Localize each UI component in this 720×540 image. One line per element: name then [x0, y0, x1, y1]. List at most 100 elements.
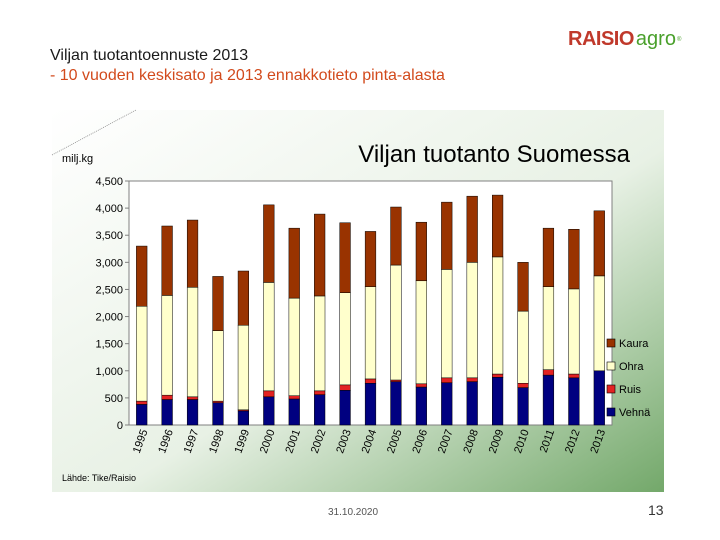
bar-segment: [517, 310, 529, 384]
bar-segment: [517, 387, 529, 426]
bar-segment: [492, 377, 504, 426]
y-tick-label: 2,500: [95, 284, 123, 296]
slide-title-block: Viljan tuotantoennuste 2013 - 10 vuoden …: [50, 46, 445, 86]
bar-segment: [492, 373, 504, 378]
bar-segment: [517, 262, 529, 312]
bar-segment: [314, 394, 326, 426]
bar-segment: [568, 229, 580, 290]
bar-segment: [288, 297, 300, 396]
bar-segment: [466, 381, 478, 426]
legend-label: Vehnä: [619, 407, 651, 419]
y-tick-label: 3,000: [95, 257, 123, 269]
y-axis: 0 500 1,000 1,500 2,000 2,500 3,000 3,500 4,000 4…: [95, 176, 129, 432]
bar-segment: [186, 399, 199, 426]
bar-segment: [415, 221, 427, 282]
bar-segment: [136, 245, 148, 307]
bar-segment: [542, 286, 555, 370]
bar-segment: [593, 370, 605, 426]
bar-segment: [237, 410, 249, 426]
bar-segment: [339, 292, 351, 386]
y-tick-label: 4,500: [95, 176, 123, 188]
bar-segment: [441, 382, 453, 426]
bar-segment: [593, 210, 605, 277]
bar-segment: [415, 386, 427, 426]
bar-segment: [161, 394, 173, 400]
bar-segment: [364, 383, 377, 426]
bar-segment: [237, 324, 249, 411]
bar-segment: [568, 373, 580, 379]
bar-segment: [339, 390, 351, 426]
slide-title: Viljan tuotantoennuste 2013: [50, 47, 249, 64]
bar-segment: [314, 295, 326, 392]
bar-segment: [492, 256, 504, 375]
bar-segment: [263, 204, 275, 283]
bar-segment: [542, 369, 555, 376]
bar-segment: [161, 225, 173, 296]
bar-segment: [136, 400, 148, 405]
bar-segment: [415, 280, 427, 385]
raisio-agro-logo: RAISIO agro ®: [568, 28, 681, 51]
bar-segment: [415, 383, 427, 388]
legend-label: Ruis: [619, 384, 642, 396]
bar-segment: [390, 264, 402, 381]
bar-segment: [237, 270, 249, 326]
bar-segment: [364, 231, 377, 287]
bar-segment: [441, 269, 453, 379]
legend-label: Ohra: [619, 361, 644, 373]
bar-segment: [390, 206, 402, 266]
bar-segment: [339, 222, 351, 293]
bar-segment: [390, 381, 402, 426]
bar-segment: [288, 395, 300, 400]
bar-segment: [568, 377, 580, 426]
page-number: 13: [648, 502, 664, 518]
bar-segment: [263, 390, 275, 398]
bar-segment: [161, 295, 173, 396]
legend-swatch: [606, 338, 616, 348]
registered-mark-icon: ®: [676, 36, 682, 43]
bar-segment: [314, 390, 326, 395]
bar-segment: [136, 306, 148, 402]
bar-segment: [364, 286, 377, 380]
y-tick-label: 4,000: [95, 203, 123, 215]
logo-main-text: RAISIO: [568, 28, 634, 50]
y-tick-label: 0: [117, 420, 123, 432]
bar-segment: [441, 201, 453, 270]
bars: [136, 194, 605, 426]
bar-segment: [390, 379, 402, 382]
bar-segment: [542, 374, 555, 426]
bar-segment: [364, 378, 377, 384]
bar-segment: [212, 276, 224, 331]
y-tick-label: 2,000: [95, 312, 123, 324]
legend-label: Kaura: [619, 338, 649, 350]
bar-segment: [466, 262, 478, 379]
bar-segment: [212, 330, 224, 402]
legend-swatch: [606, 384, 616, 394]
bar-segment: [314, 213, 326, 297]
slide-subtitle-text: - 10 vuoden keskisato ja 2013 ennakkotie…: [50, 67, 445, 84]
bar-segment: [161, 399, 173, 426]
slide-subtitle: - 10 vuoden keskisato ja 2013 ennakkotie…: [50, 66, 445, 86]
bar-segment: [517, 383, 529, 388]
y-tick-label: 3,500: [95, 230, 123, 242]
bar-segment: [263, 282, 275, 392]
bar-segment: [593, 275, 605, 372]
bar-segment: [466, 377, 478, 382]
bar-segment: [288, 227, 300, 299]
y-tick-label: 1,000: [95, 366, 123, 378]
bar-segment: [492, 194, 504, 258]
source-note: Lähde: Tike/Raisio: [62, 473, 136, 483]
y-tick-label: 500: [105, 393, 123, 405]
chart-title: Viljan tuotanto Suomessa: [358, 141, 630, 168]
bar-segment: [186, 287, 199, 398]
legend-swatch: [606, 361, 616, 371]
bar-segment: [136, 404, 148, 426]
legend: Kaura Ohra Ruis Vehnä: [606, 338, 651, 419]
bar-segment: [542, 227, 555, 287]
bar-segment: [339, 384, 351, 391]
bar-segment: [186, 396, 199, 400]
logo-sub-text: agro: [635, 28, 676, 50]
bar-segment: [288, 398, 300, 426]
y-tick-label: 1,500: [95, 339, 123, 351]
bar-segment: [568, 288, 580, 375]
